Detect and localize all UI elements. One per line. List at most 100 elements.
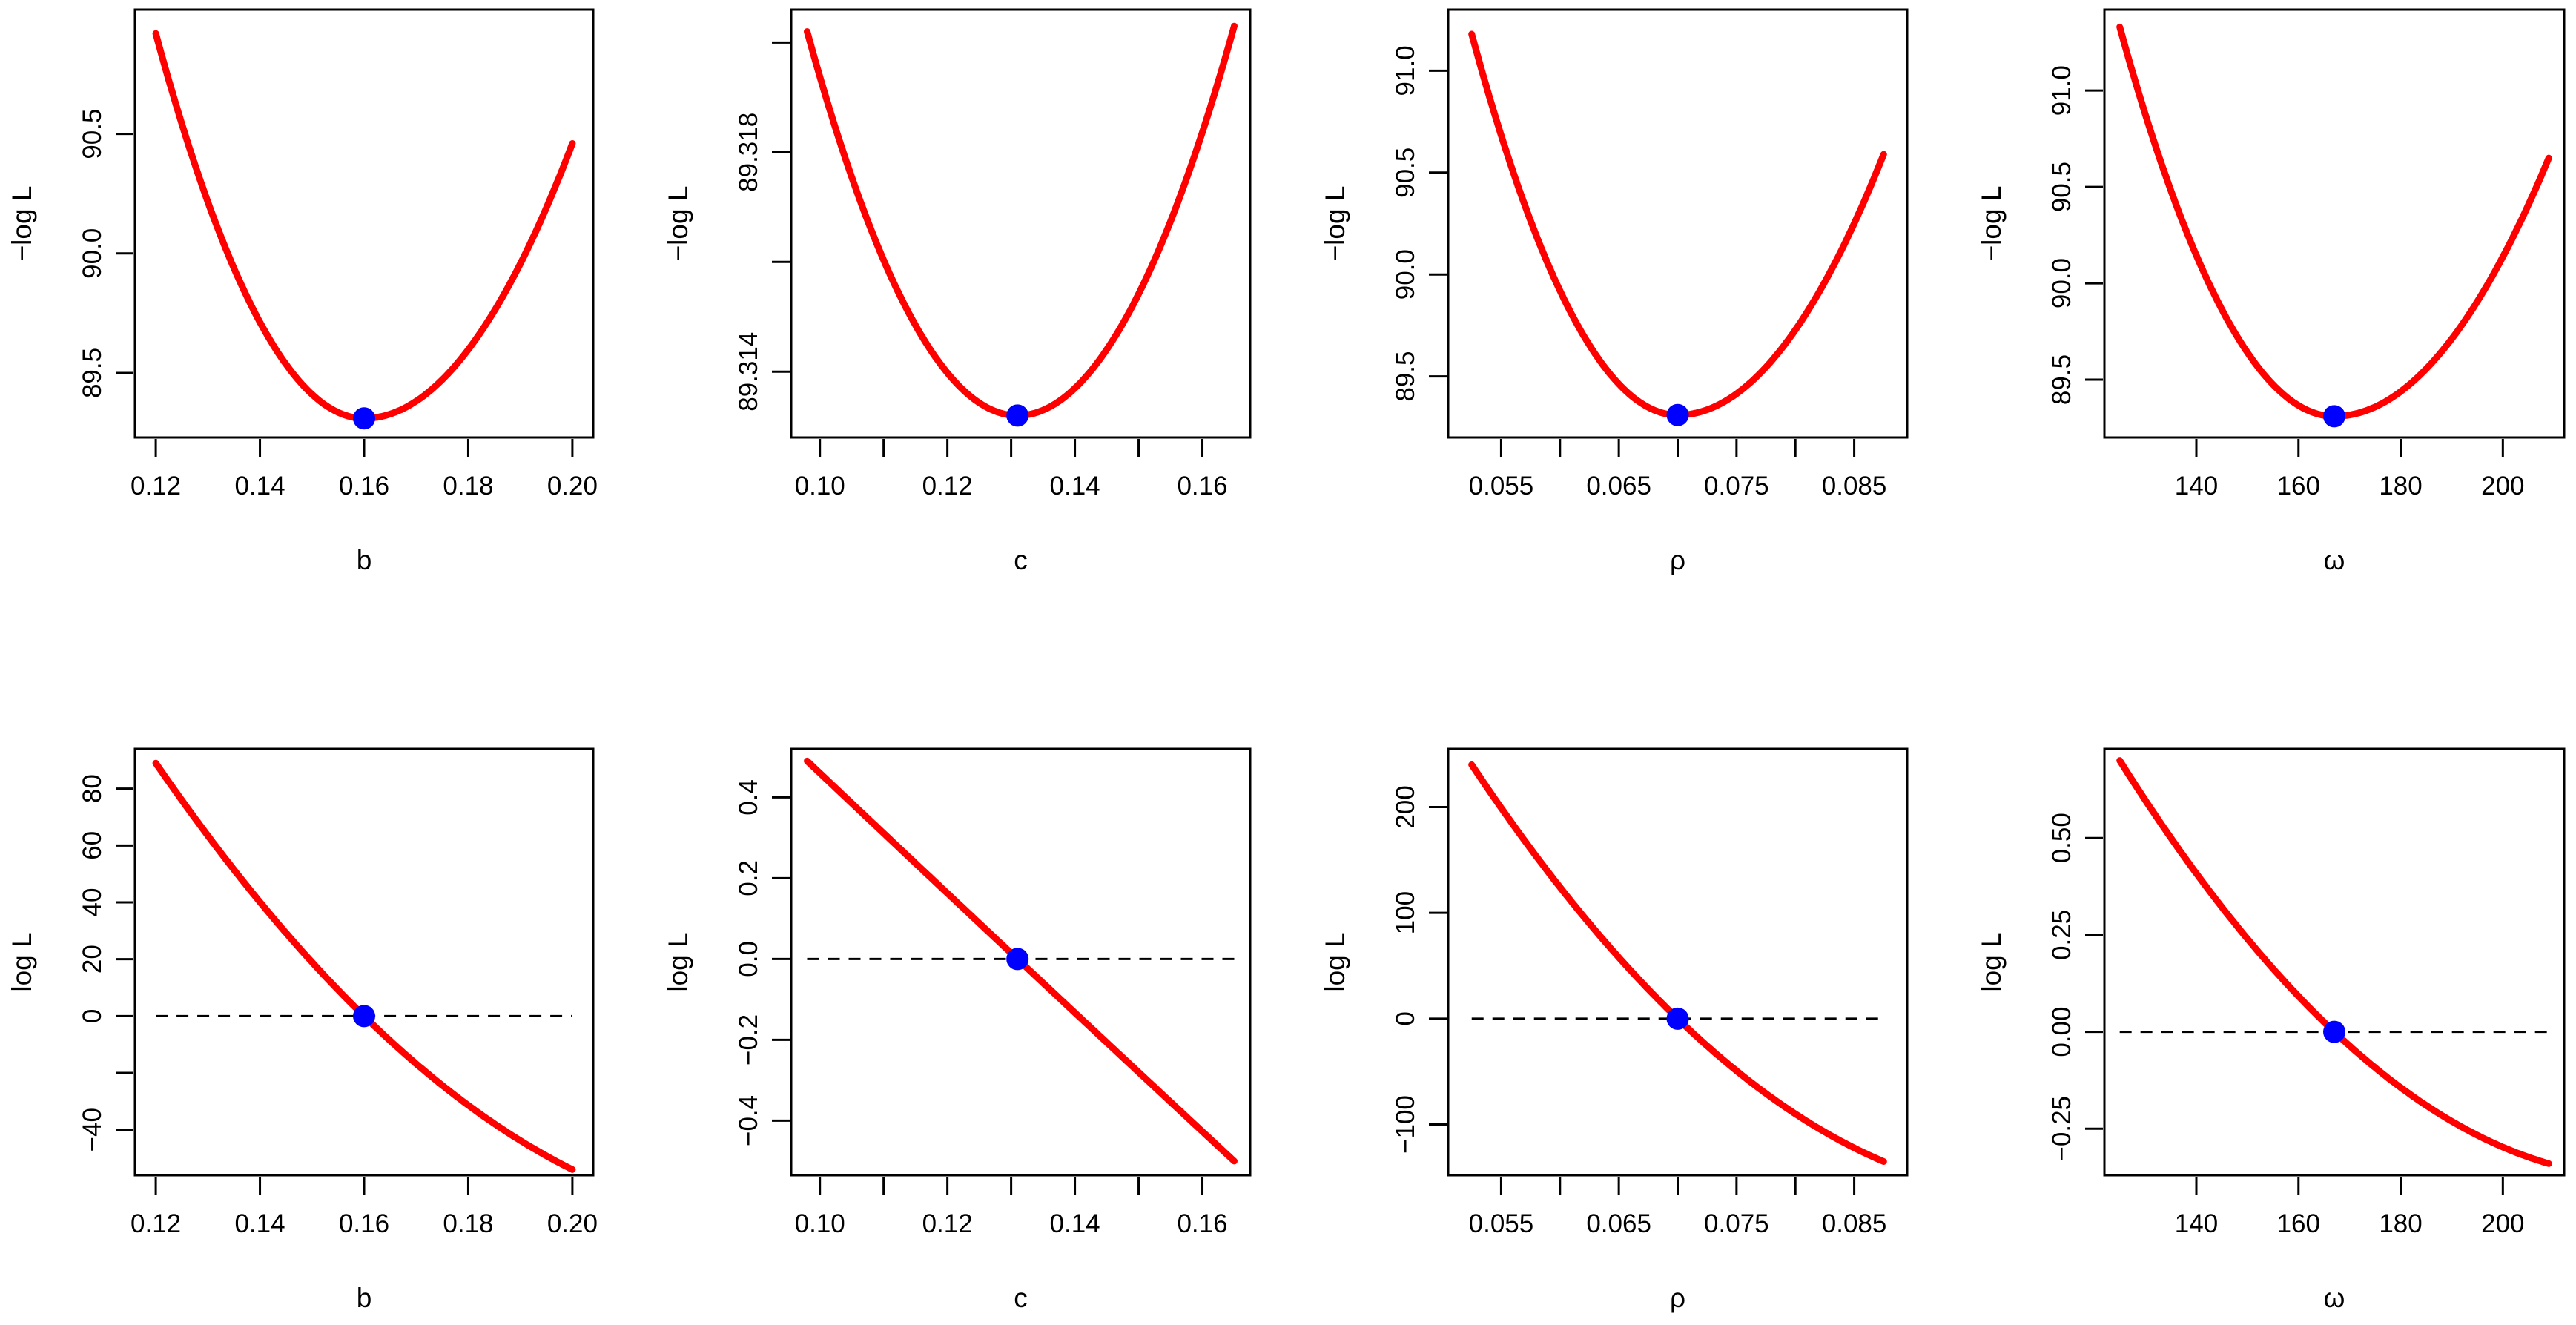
series-line [804,22,1238,419]
x-tick-label: 0.10 [795,472,845,500]
x-tick-label: 0.18 [443,1209,493,1238]
x-tick-label: 0.055 [1469,472,1534,500]
y-axis-title: log L [1320,932,1350,991]
x-tick-label: 200 [2481,1209,2524,1238]
x-axis-title: b [357,1283,372,1313]
optimum-point [1006,404,1029,427]
x-tick-label: 0.20 [547,1209,598,1238]
x-tick-label: 0.065 [1586,472,1651,500]
x-axis-title: ω [2324,545,2345,575]
x-tick-label: 180 [2379,472,2422,500]
x-axis-title: ω [2324,1283,2345,1313]
y-axis-title: −log L [7,186,37,262]
x-tick-label: 0.055 [1469,1209,1534,1238]
y-tick-label: 90.5 [2047,162,2076,212]
y-tick-label: 80 [78,774,107,803]
x-tick-label: 200 [2481,472,2524,500]
y-tick-label: 0.00 [2047,1007,2076,1057]
x-axis-title: c [1014,545,1028,575]
chart-panel-7: 0.055 0.065 0.075 0.085 −100 0 100 200 ρ log L [1320,747,1909,1313]
y-tick-label: 200 [1391,785,1420,828]
x-tick-label: 0.16 [1177,472,1227,500]
y-tick-label: 0 [1391,1011,1420,1025]
x-tick-label: 0.12 [131,472,181,500]
y-tick-label: −0.25 [2047,1096,2076,1162]
x-tick-label: 0.065 [1586,1209,1651,1238]
y-tick-label: 0.50 [2047,813,2076,863]
y-axis-title: log L [663,932,693,991]
x-tick-label: 0.14 [1050,1209,1100,1238]
y-tick-label: 89.5 [78,348,107,398]
y-tick-label: 89.5 [2047,354,2076,405]
plot-frame [2103,747,2566,1177]
y-tick-label: 0 [78,1009,107,1023]
y-tick-label: 100 [1391,891,1420,934]
optimum-point [353,1005,375,1028]
series-line [1468,30,1887,419]
y-tick-label: −40 [78,1108,107,1151]
series-line [152,30,576,422]
plot-frame [790,8,1252,439]
optimum-point [1666,1007,1689,1030]
chart-panel-3: 0.055 0.065 0.075 0.085 89.5 90.0 90.5 91.0 ρ −lo… [1320,8,1909,575]
chart-panel-1: 0.12 0.14 0.16 0.18 0.20 89.5 90.0 90.5 b −log L [7,8,598,575]
y-axis-title: −log L [1320,186,1350,262]
x-tick-label: 0.085 [1822,472,1887,500]
y-tick-label: 60 [78,831,107,860]
y-tick-label: 89.314 [734,332,763,412]
y-tick-label: 90.0 [1391,249,1420,300]
plot-frame [133,8,595,439]
y-tick-label: 20 [78,945,107,974]
y-axis-title: log L [1976,932,2007,991]
plot-frame [1447,8,1909,439]
y-tick-label: 0.25 [2047,910,2076,960]
y-axis-title: −log L [663,186,693,262]
optimum-point [353,407,375,430]
x-tick-label: 0.14 [234,1209,285,1238]
x-tick-label: 160 [2277,1209,2320,1238]
series-line [2116,757,2552,1167]
x-tick-label: 0.16 [339,1209,389,1238]
x-tick-label: 0.14 [234,472,285,500]
y-tick-label: 90.5 [1391,148,1420,198]
x-tick-label: 160 [2277,472,2320,500]
y-tick-label: 89.5 [1391,351,1420,402]
x-axis-title: b [357,545,372,575]
chart-panel-2: 0.10 0.12 0.14 0.16 89.314 89.318 c −log L [663,8,1252,575]
y-tick-label: −100 [1391,1095,1420,1154]
x-tick-label: 0.20 [547,472,598,500]
y-tick-label: 90.5 [78,109,107,159]
x-tick-label: 0.075 [1704,1209,1769,1238]
optimum-point [1666,403,1689,426]
y-tick-label: −0.4 [734,1095,763,1146]
series-line [1468,761,1887,1165]
x-tick-label: 180 [2379,1209,2422,1238]
chart-panel-4: 140 160 180 200 89.5 90.0 90.5 91.0 ω −log L [1976,8,2566,575]
optimum-point [1006,948,1029,971]
x-tick-label: 0.12 [922,1209,973,1238]
optimum-point [2323,405,2345,428]
plot-frame [790,747,1252,1177]
y-tick-label: 91.0 [2047,65,2076,116]
chart-panel-5: 0.12 0.14 0.16 0.18 0.20 −40 0 20 40 60 80 b log L [7,747,598,1313]
plot-frame [133,747,595,1177]
plot-frame [2103,8,2566,439]
x-tick-label: 0.12 [131,1209,181,1238]
x-tick-label: 0.18 [443,472,493,500]
y-tick-label: 90.0 [2047,258,2076,308]
x-tick-label: 0.16 [1177,1209,1227,1238]
y-tick-label: 89.318 [734,113,763,192]
x-axis-title: c [1014,1283,1028,1313]
plot-frame [1447,747,1909,1177]
x-tick-label: 0.14 [1050,472,1100,500]
x-tick-label: 0.085 [1822,1209,1887,1238]
series-line [152,759,576,1173]
y-tick-label: 40 [78,888,107,917]
x-tick-label: 0.12 [922,472,973,500]
y-axis-title: −log L [1976,186,2007,262]
x-tick-label: 0.10 [795,1209,845,1238]
x-axis-title: ρ [1670,1283,1685,1313]
chart-panel-8: 140 160 180 200 −0.25 0.00 0.25 0.50 ω log L [1976,747,2566,1313]
y-tick-label: −0.2 [734,1014,763,1065]
